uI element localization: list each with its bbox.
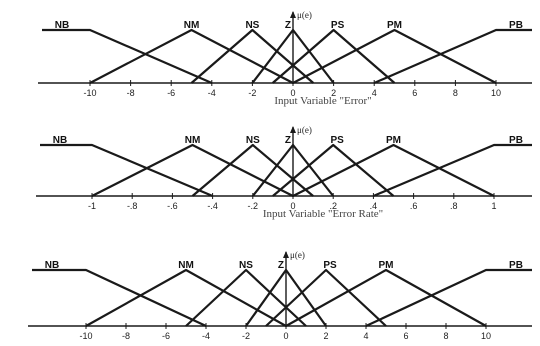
x-tick-label: 0 [290,201,295,211]
x-tick-label: -6 [162,331,170,341]
x-tick-label: -.6 [167,201,178,211]
x-tick-label: -6 [167,88,175,98]
x-tick-label: -8 [127,88,135,98]
membership-nb [40,143,214,198]
set-label-ps: PS [331,20,345,31]
membership-pb [372,143,532,198]
diagram-error: μ(e) -10 -8 -6 -4 -2 0 2 4 6 8 10 NB NM NS Z PS PM PB Input… [38,10,532,107]
set-label-pm: PM [387,20,402,31]
membership-nb [42,28,213,85]
x-tick-label: 1 [491,201,496,211]
set-label-ns: NS [246,135,260,146]
set-label-nm: NM [185,135,201,146]
x-tick-label: 8 [443,331,448,341]
x-tick-label: 0 [283,331,288,341]
x-tick-label: 2 [331,88,336,98]
set-label-ns: NS [245,20,259,31]
membership-nm [91,143,294,197]
x-tick-label: -.2 [248,201,259,211]
membership-ns [190,28,315,84]
set-label-pm: PM [386,135,401,146]
membership-z [245,268,327,327]
mu-axis-arrow [290,11,296,18]
set-label-nm: NM [184,20,200,31]
x-tick-label: -1 [88,201,96,211]
set-label-nb: NB [45,260,59,271]
x-tick-label: 4 [372,88,377,98]
x-tick-label: 0 [290,88,295,98]
mu-axis-label: μ(e) [297,10,312,20]
set-label-z: Z [278,260,284,271]
set-label-z: Z [285,135,291,146]
membership-pb [373,28,532,85]
x-tick-label: .8 [450,201,458,211]
x-tick-label: -10 [79,331,92,341]
membership-nm [89,28,294,84]
set-label-nm: NM [178,260,194,271]
membership-pm [285,268,487,327]
x-tick-label: 10 [491,88,501,98]
set-label-z: Z [285,20,291,31]
membership-z [251,28,335,84]
membership-ps [271,28,396,84]
diagram-caption: Input Variable "Error Rate" [263,208,383,220]
x-tick-label: .2 [329,201,337,211]
membership-nm [85,268,287,327]
membership-ns [191,143,314,197]
x-tick-label: 2 [323,331,328,341]
x-tick-label: -.4 [207,201,218,211]
membership-nb [32,268,207,327]
set-label-pm: PM [379,260,394,271]
set-label-ps: PS [323,260,337,271]
diagram-error-rate: μ(e) -1 -.8 -.6 -.4 -.2 0 .2 .4 .6 .8 1 NB NM NS Z PS PM P… [36,125,532,220]
set-label-pb: PB [509,135,523,146]
set-label-ps: PS [331,135,345,146]
x-tick-label: .4 [370,201,378,211]
x-tick-label: -2 [248,88,256,98]
membership-ps [265,268,387,327]
set-label-pb: PB [509,20,523,31]
membership-z [251,143,335,197]
membership-pm [292,28,497,84]
mu-axis-label: μ(e) [290,250,305,260]
set-label-ns: NS [239,260,253,271]
membership-ns [185,268,307,327]
x-tick-label: -2 [242,331,250,341]
set-label-nb: NB [53,135,67,146]
membership-pb [365,268,532,327]
x-tick-label: -4 [208,88,216,98]
membership-pm [292,143,495,197]
x-tick-label: -10 [83,88,96,98]
x-tick-label: 4 [363,331,368,341]
diagram-third: μ(e) -10 -8 -6 -4 -2 0 2 4 6 8 10 NB NM NS Z PS PM PB [28,250,532,341]
x-tick-label: -8 [122,331,130,341]
x-tick-label: .6 [410,201,418,211]
x-tick-label: -4 [202,331,210,341]
x-tick-label: 10 [481,331,491,341]
x-tick-label: -.8 [127,201,138,211]
set-label-pb: PB [509,260,523,271]
set-label-nb: NB [55,20,69,31]
x-tick-label: 6 [412,88,417,98]
mu-axis-arrow [283,251,289,258]
x-tick-label: 8 [453,88,458,98]
mu-axis-label: μ(e) [297,125,312,135]
diagram-caption: Input Variable "Error" [274,95,371,107]
mu-axis-arrow [290,126,296,133]
membership-ps [272,143,395,197]
x-tick-label: 6 [403,331,408,341]
